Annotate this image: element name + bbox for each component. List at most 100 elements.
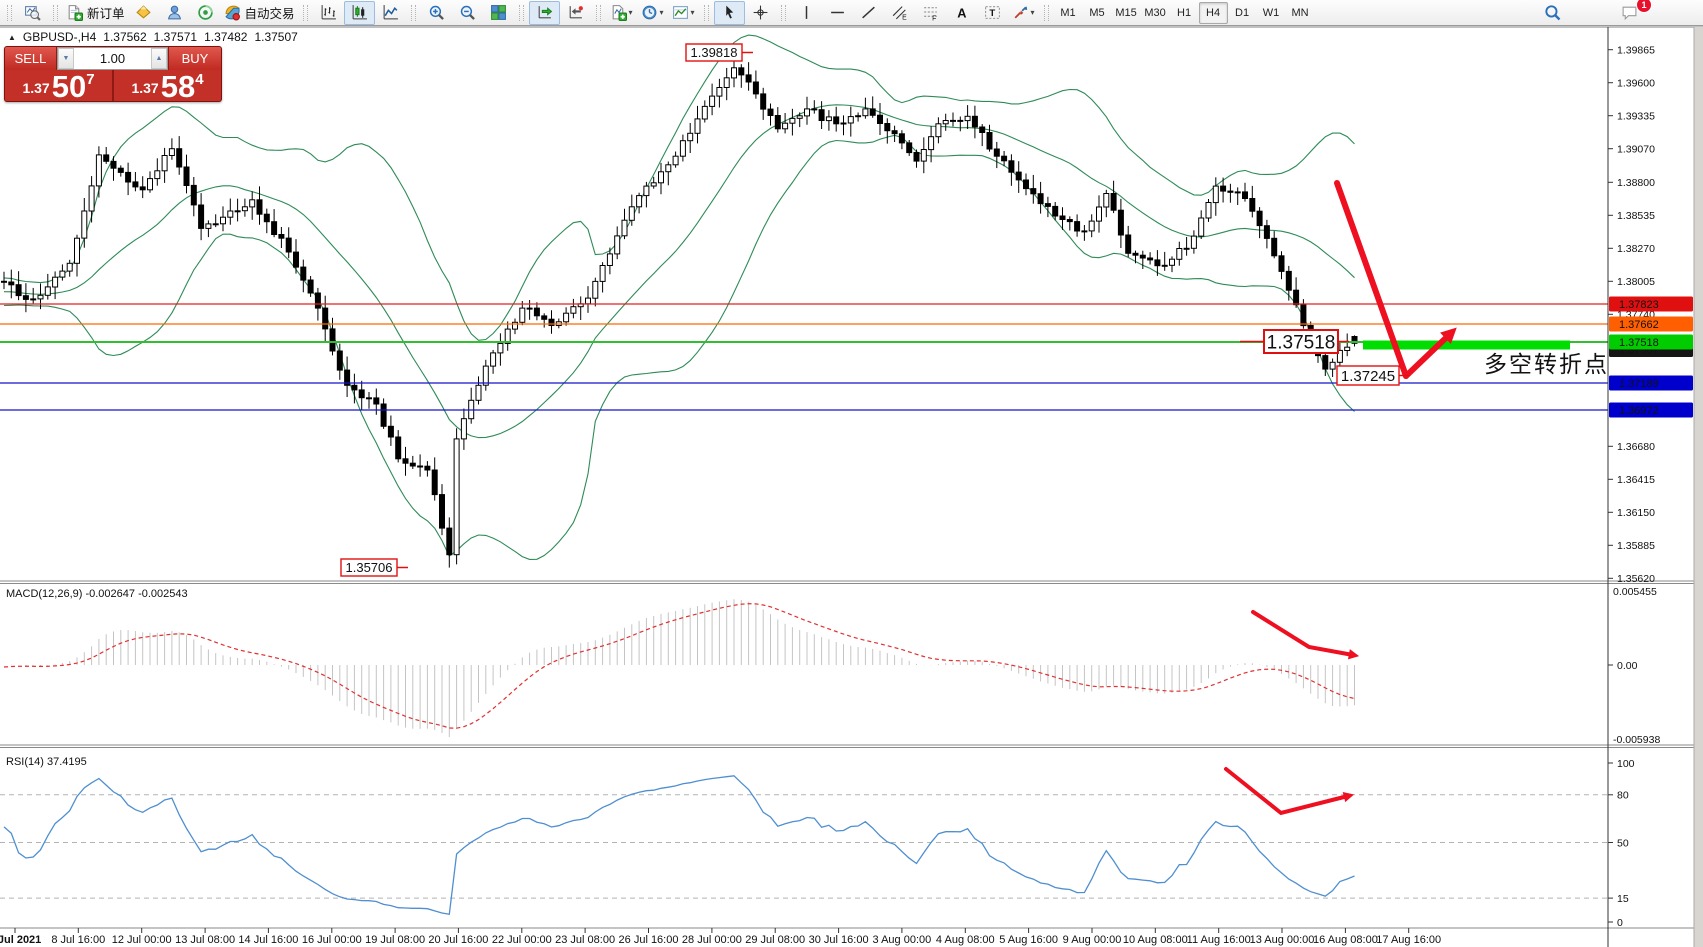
notifications-button[interactable]: 1: [1614, 0, 1652, 25]
candle-body: [44, 286, 51, 296]
ohlc-low-value: 1.37482: [204, 30, 248, 44]
sell-button[interactable]: SELL: [5, 47, 57, 70]
candle-body: [782, 122, 789, 130]
toolbar-separator: [595, 4, 601, 21]
volume-increase-button[interactable]: ▲: [151, 48, 167, 69]
candle-body: [526, 307, 533, 310]
time-axis-label: 10 Aug 08:00: [1123, 934, 1188, 946]
price-axis[interactable]: 1.39865 1.39600 1.39335 1.39070 1.38800 1.385…: [1607, 27, 1703, 947]
annotation-text[interactable]: 多空转折点: [1484, 351, 1609, 377]
chevron-down-icon[interactable]: ▾: [690, 8, 695, 17]
candle-body: [285, 237, 292, 253]
trend-arrow[interactable]: [1403, 327, 1457, 379]
collapse-panel-arrow[interactable]: ▲: [8, 32, 16, 42]
fibonacci-button[interactable]: F: [915, 1, 946, 25]
crosshair-button[interactable]: [745, 1, 776, 25]
line-chart-button[interactable]: [375, 1, 406, 25]
chart-shift-button[interactable]: [560, 1, 591, 25]
timeframe-w1-button[interactable]: W1: [1262, 6, 1280, 19]
candle-body: [1322, 355, 1329, 370]
candlestick-button[interactable]: [343, 0, 375, 25]
price-callout[interactable]: 1.35706: [340, 558, 408, 577]
text-button[interactable]: A: [946, 1, 977, 25]
candle-body: [366, 397, 372, 400]
candle-body: [329, 328, 336, 352]
sell-price[interactable]: 1.37 50 7: [5, 70, 114, 102]
candle-body: [1023, 179, 1029, 190]
search-button[interactable]: [1537, 1, 1568, 25]
periods-button[interactable]: ▾: [637, 1, 668, 25]
pane-separators[interactable]: [0, 580, 1703, 929]
gold-button[interactable]: [128, 1, 159, 25]
candle-body: [176, 148, 183, 168]
buy-price[interactable]: 1.37 58 4: [114, 70, 221, 102]
vertical-line-button[interactable]: [791, 1, 822, 25]
volume-input[interactable]: [74, 48, 151, 69]
zoom-in-button[interactable]: [421, 1, 452, 25]
auto-scroll-button[interactable]: [528, 0, 560, 25]
candle-body: [855, 115, 862, 118]
rsi-axis-tick: 100: [1617, 758, 1635, 770]
timeframe-m1-button[interactable]: M1: [1060, 6, 1076, 19]
tile-windows-button[interactable]: [483, 1, 514, 25]
profile-button[interactable]: [159, 1, 190, 25]
candle-body: [650, 182, 657, 187]
timeframe-d1-button[interactable]: D1: [1235, 6, 1250, 19]
buy-button[interactable]: BUY: [168, 47, 221, 70]
profile-icon: [167, 5, 181, 20]
zoom-out-button[interactable]: [452, 1, 483, 25]
indicators-icon: [612, 5, 627, 21]
candle-body: [88, 185, 95, 212]
charts-button[interactable]: [17, 1, 48, 25]
time-axis-label: 5 Aug 16:00: [999, 934, 1058, 946]
price-callout[interactable]: 1.37518: [1240, 329, 1349, 354]
svg-text:1.37189: 1.37189: [1619, 378, 1659, 390]
timeframe-m15-button[interactable]: M15: [1115, 6, 1137, 19]
chevron-down-icon[interactable]: ▾: [628, 8, 633, 17]
timeframe-h1-button[interactable]: H1: [1177, 6, 1192, 19]
candle-body: [74, 237, 80, 264]
candle-body: [993, 148, 1000, 157]
horizontal-line-button[interactable]: [822, 1, 853, 25]
candle-body: [66, 262, 73, 272]
timeframe-m30-button[interactable]: M30: [1144, 6, 1166, 19]
price-callout[interactable]: 1.37245: [1336, 365, 1410, 386]
chevron-down-icon[interactable]: ▾: [659, 8, 664, 17]
candle-body: [818, 109, 825, 121]
signals-button[interactable]: [190, 1, 221, 25]
support-zone-bar[interactable]: [1363, 340, 1570, 350]
trendline-button[interactable]: [853, 1, 884, 25]
indicators-button[interactable]: ▾: [606, 1, 637, 25]
trend-arrow[interactable]: [1224, 767, 1355, 816]
candle-body: [643, 185, 650, 197]
new-order-button[interactable]: 新订单: [63, 1, 128, 25]
chevron-down-icon[interactable]: ▾: [1030, 8, 1035, 17]
trend-arrow[interactable]: [1334, 180, 1409, 379]
timeframe-mn-button[interactable]: MN: [1291, 6, 1309, 19]
candle-body: [307, 279, 314, 294]
autotrading-button[interactable]: 自动交易: [221, 1, 298, 25]
timeframe-m5-button[interactable]: M5: [1089, 6, 1105, 19]
cursor-button[interactable]: [713, 0, 745, 25]
macd-axis-zero: 0.00: [1617, 660, 1638, 672]
toolbar-separator: [410, 4, 416, 21]
svg-text:1.37518: 1.37518: [1619, 337, 1659, 349]
price-callout[interactable]: 1.39818: [685, 43, 753, 62]
timeframe-h4-button[interactable]: H4: [1198, 1, 1228, 24]
bar-chart-button[interactable]: [313, 1, 344, 25]
candle-body: [30, 298, 37, 301]
text-label-button[interactable]: T: [977, 1, 1008, 25]
candle-body: [1103, 193, 1110, 208]
arrows-button[interactable]: ▾: [1008, 1, 1039, 25]
templates-button[interactable]: ▾: [668, 1, 699, 25]
toolbar-group: E F A T ▾: [791, 1, 1039, 25]
macd-signal-line: [3, 603, 1355, 729]
channel-button[interactable]: E: [884, 1, 915, 25]
trend-arrow[interactable]: [1251, 610, 1360, 660]
volume-decrease-button[interactable]: ▼: [58, 48, 74, 69]
candle-body: [1008, 160, 1015, 173]
toolbar-separator: [53, 4, 58, 21]
cursor-icon: [725, 5, 733, 19]
